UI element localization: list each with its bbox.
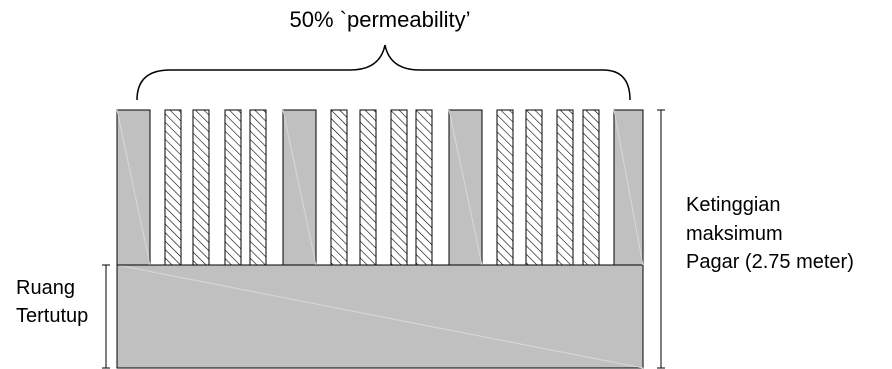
- fence-slats: [164, 109, 600, 266]
- fence-pillar: [116, 109, 151, 266]
- fence-pillar: [282, 109, 317, 266]
- closed-space-label: Ruang Tertutup: [16, 277, 88, 327]
- fence-pillars: [116, 109, 644, 266]
- fence-slat: [415, 109, 433, 266]
- fence-slat: [496, 109, 514, 266]
- fence-slat: [359, 109, 377, 266]
- height-label: Ketinggian maksimum Pagar (2.75 meter): [686, 194, 854, 273]
- fence-slat: [390, 109, 408, 266]
- closed-space-label-line: Ruang: [16, 277, 75, 299]
- height-dimension: [657, 109, 665, 369]
- height-label-line: Pagar (2.75 meter): [686, 251, 854, 273]
- fence-slat: [249, 109, 267, 266]
- fence-slat: [330, 109, 348, 266]
- fence-slat: [582, 109, 600, 266]
- height-label-line: maksimum: [686, 223, 783, 245]
- height-label-line: Ketinggian: [686, 194, 781, 216]
- fence-pillar: [613, 109, 644, 266]
- closed-space-dimension: [102, 264, 110, 369]
- fence-pillar: [448, 109, 483, 266]
- closed-wall: [116, 264, 644, 369]
- fence-slat: [525, 109, 543, 266]
- fence-slat: [192, 109, 210, 266]
- fence-slat: [224, 109, 242, 266]
- closed-space-label-line: Tertutup: [16, 305, 88, 327]
- diagram-title: 50% `permeability’: [290, 7, 471, 32]
- fence-slat: [556, 109, 574, 266]
- fence-slat: [164, 109, 182, 266]
- permeability-brace: [136, 44, 631, 101]
